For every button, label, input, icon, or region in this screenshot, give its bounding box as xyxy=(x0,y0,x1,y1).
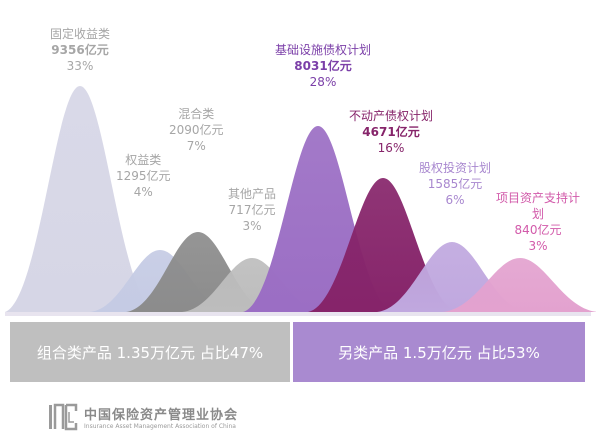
data-label-1: 权益类 1295亿元 4% xyxy=(116,152,171,200)
data-label-name: 其他产品 xyxy=(228,187,277,201)
data-label-name: 项目资产支持计划 xyxy=(495,191,580,221)
data-label-percent: 33% xyxy=(66,59,94,73)
data-label-amount: 2090亿元 xyxy=(169,123,224,137)
data-label-6: 股权投资计划 1585亿元 6% xyxy=(419,160,491,208)
data-label-7: 项目资产支持计划 840亿元 3% xyxy=(495,190,581,254)
peak-0 xyxy=(5,86,155,312)
org-name-en: Insurance Asset Management Association o… xyxy=(84,423,236,430)
logo-mark-icon xyxy=(49,403,78,431)
data-label-percent: 28% xyxy=(309,75,337,89)
data-label-percent: 16% xyxy=(377,141,405,155)
data-label-name: 基础设施债权计划 xyxy=(275,43,372,57)
data-label-0: 固定收益类 9356亿元 33% xyxy=(50,26,110,74)
data-label-amount: 1295亿元 xyxy=(116,169,171,183)
data-label-amount: 8031亿元 xyxy=(294,59,352,73)
iamac-logo: 中国保险资产管理业协会 Insurance Asset Management A… xyxy=(48,400,238,434)
band-portfolio-text: 组合类产品 1.35万亿元 占比47% xyxy=(36,343,264,362)
data-label-amount: 1585亿元 xyxy=(427,177,483,191)
data-label-percent: 3% xyxy=(242,219,262,233)
data-label-amount: 4671亿元 xyxy=(362,125,420,139)
data-label-amount: 717亿元 xyxy=(228,203,276,217)
chart-baseline xyxy=(5,312,591,316)
band-alternative-products: 另类产品 1.5万亿元 占比53% xyxy=(293,322,585,382)
band-alternative-text: 另类产品 1.5万亿元 占比53% xyxy=(338,343,540,362)
data-label-amount: 9356亿元 xyxy=(51,43,109,57)
data-label-name: 股权投资计划 xyxy=(419,161,492,175)
data-label-percent: 4% xyxy=(133,185,153,199)
band-portfolio-products: 组合类产品 1.35万亿元 占比47% xyxy=(10,322,290,382)
data-label-5: 不动产债权计划 4671亿元 16% xyxy=(349,108,433,156)
data-label-percent: 3% xyxy=(528,239,548,253)
data-label-name: 混合类 xyxy=(178,107,215,121)
data-label-name: 权益类 xyxy=(125,153,162,167)
data-label-name: 不动产债权计划 xyxy=(349,109,434,123)
data-label-name: 固定收益类 xyxy=(50,27,111,41)
data-label-percent: 7% xyxy=(186,139,206,153)
data-label-3: 其他产品 717亿元 3% xyxy=(228,186,276,234)
peak-7 xyxy=(442,258,596,312)
data-label-percent: 6% xyxy=(445,193,465,207)
data-label-2: 混合类 2090亿元 7% xyxy=(169,106,224,154)
data-label-amount: 840亿元 xyxy=(514,223,562,237)
org-name-cn: 中国保险资产管理业协会 xyxy=(84,408,239,423)
data-label-4: 基础设施债权计划 8031亿元 28% xyxy=(275,42,371,90)
